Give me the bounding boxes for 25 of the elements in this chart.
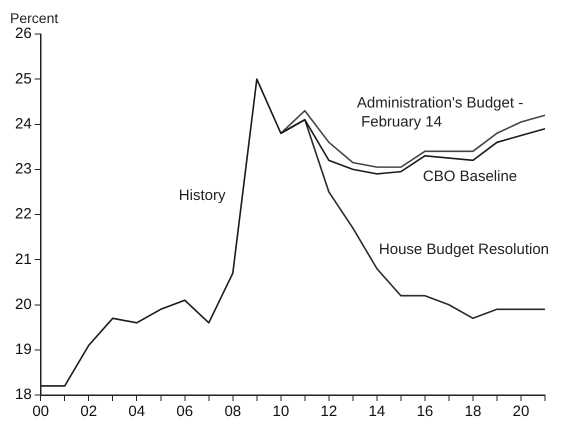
x-tick-label: 14 [368, 403, 386, 420]
y-tick-label: 21 [14, 250, 32, 268]
y-tick-label: 19 [14, 341, 32, 358]
x-tick-label: 00 [32, 403, 50, 420]
y-tick-label: 25 [14, 70, 32, 88]
series-label: Administration's Budget - February 14 [356, 94, 524, 130]
y-tick-label: 18 [14, 386, 32, 404]
series-label: History [178, 186, 226, 204]
y-tick-label: 26 [14, 25, 32, 42]
x-tick-label: 08 [224, 403, 242, 420]
y-axis-title: Percent [10, 10, 58, 26]
x-tick-label: 16 [416, 403, 434, 420]
x-tick-label: 02 [80, 403, 98, 420]
x-tick-label: 12 [320, 403, 338, 420]
series-label: House Budget Resolution [378, 240, 550, 258]
x-tick-label: 06 [176, 403, 194, 420]
series-label: CBO Baseline [422, 168, 518, 185]
y-tick-label: 23 [14, 160, 32, 178]
x-tick-label: 20 [512, 403, 530, 420]
y-tick-label: 20 [14, 296, 32, 313]
x-tick-label: 10 [272, 403, 290, 420]
x-tick-label: 04 [128, 403, 146, 420]
y-tick-label: 24 [14, 115, 32, 132]
y-tick-label: 22 [14, 206, 32, 223]
x-tick-label: 18 [464, 403, 482, 420]
